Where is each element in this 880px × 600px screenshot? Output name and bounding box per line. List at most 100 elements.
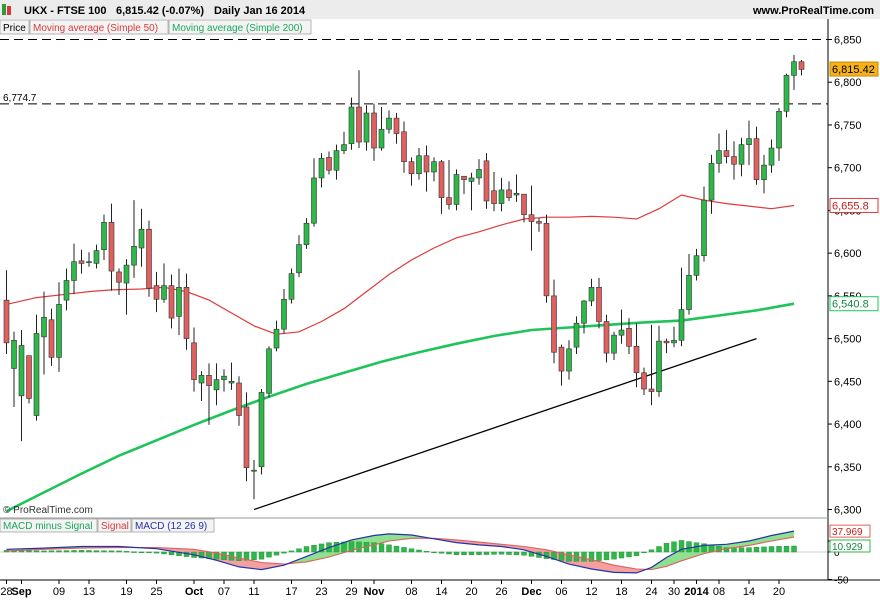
candle bbox=[221, 369, 227, 392]
candle bbox=[498, 177, 505, 212]
macd-line bbox=[6, 530, 795, 574]
chart-axes: 6,3006,3506,4006,4506,5006,5506,6006,650… bbox=[0, 19, 880, 598]
x-tick-label: 08 bbox=[405, 586, 417, 598]
histogram-bar bbox=[753, 547, 760, 553]
x-tick-label: 20 bbox=[465, 586, 477, 598]
candle-body bbox=[116, 271, 122, 283]
macd-fill bbox=[254, 561, 262, 570]
histogram-bar bbox=[761, 546, 767, 553]
candle-body bbox=[528, 214, 535, 222]
candle bbox=[461, 175, 467, 195]
candle bbox=[618, 309, 625, 344]
candle-body bbox=[731, 156, 737, 165]
candle-body bbox=[746, 138, 752, 145]
macd-fill bbox=[591, 559, 599, 571]
macd-fill bbox=[606, 563, 614, 573]
candle bbox=[273, 320, 280, 352]
candle-body bbox=[611, 334, 617, 354]
header-ticker: UKX - FTSE 100 bbox=[24, 5, 107, 17]
candle-body bbox=[378, 128, 385, 149]
candle bbox=[656, 325, 662, 397]
candle-body bbox=[641, 372, 647, 390]
candle bbox=[453, 169, 460, 211]
candle-body bbox=[558, 346, 565, 372]
candle-body bbox=[738, 144, 745, 165]
histogram-bar bbox=[483, 551, 490, 555]
candle-body bbox=[678, 309, 685, 341]
histogram-bar bbox=[348, 541, 355, 553]
candle bbox=[56, 282, 62, 372]
histogram-bar bbox=[288, 550, 295, 553]
histogram-bar bbox=[566, 551, 572, 562]
candle bbox=[213, 363, 220, 406]
candle bbox=[686, 253, 692, 315]
candle bbox=[626, 318, 632, 354]
macd-fill bbox=[396, 534, 404, 541]
histogram-bar bbox=[86, 550, 92, 553]
histogram-bar bbox=[251, 551, 257, 560]
candle-body bbox=[236, 382, 242, 416]
candle-body bbox=[183, 287, 190, 339]
candle bbox=[48, 308, 55, 366]
candle bbox=[251, 459, 257, 500]
header-price: 6,815.42 (-0.07%) bbox=[116, 5, 204, 17]
candle bbox=[33, 314, 40, 421]
candle bbox=[596, 277, 602, 329]
candle bbox=[341, 131, 347, 155]
histogram-bar bbox=[116, 550, 122, 553]
candle bbox=[71, 243, 77, 295]
candle bbox=[731, 141, 737, 180]
histogram-bar bbox=[476, 551, 482, 555]
header-site[interactable]: www.ProRealTime.com bbox=[752, 5, 874, 17]
candle-body bbox=[723, 150, 730, 157]
histogram-bar bbox=[521, 551, 527, 556]
histogram-bar bbox=[371, 542, 377, 553]
candle-body bbox=[311, 177, 317, 224]
x-tick-label: 19 bbox=[120, 586, 132, 598]
candle-body bbox=[581, 300, 587, 324]
candle-body bbox=[11, 339, 17, 369]
candle bbox=[18, 330, 25, 442]
candle bbox=[491, 171, 497, 212]
reference-line-label: 6,774.7 bbox=[3, 93, 37, 104]
y-tick-label: 6,800 bbox=[834, 77, 862, 89]
histogram-bar bbox=[63, 550, 70, 553]
x-tick-label: Oct bbox=[185, 586, 204, 598]
price-panel: 6,774.7 bbox=[0, 39, 828, 513]
candle-body bbox=[633, 345, 640, 374]
candle bbox=[483, 153, 490, 209]
candle bbox=[791, 54, 797, 90]
candle-body bbox=[416, 155, 422, 174]
candle-body bbox=[603, 321, 610, 354]
candle bbox=[708, 154, 715, 214]
ma200-value-label: 6,540.8 bbox=[832, 299, 869, 311]
candle bbox=[551, 279, 557, 364]
histogram-bar bbox=[438, 551, 445, 554]
candle bbox=[423, 145, 430, 192]
histogram-bar bbox=[41, 550, 47, 553]
candle bbox=[228, 362, 235, 390]
y-tick-label: 6,450 bbox=[834, 376, 862, 388]
candle-body bbox=[288, 273, 295, 300]
candle bbox=[558, 344, 565, 386]
candle bbox=[573, 316, 580, 354]
candle bbox=[468, 172, 475, 211]
candle-body bbox=[761, 164, 767, 180]
histogram-bar bbox=[243, 551, 250, 561]
x-tick-label: 18 bbox=[615, 586, 627, 598]
candle bbox=[86, 252, 92, 267]
last-price-label: 6,815.42 bbox=[832, 64, 875, 76]
histogram-bar bbox=[71, 550, 77, 553]
histogram-bar bbox=[48, 550, 55, 553]
histogram-bar bbox=[596, 551, 602, 561]
candle bbox=[723, 130, 730, 164]
candle bbox=[611, 331, 617, 360]
candle bbox=[446, 159, 452, 210]
candle-body bbox=[251, 469, 257, 472]
histogram-bar bbox=[618, 551, 625, 559]
histogram-bar bbox=[686, 541, 692, 553]
candle-body bbox=[408, 161, 415, 174]
candle bbox=[168, 274, 175, 329]
macd-value-box bbox=[829, 539, 871, 553]
candle-body bbox=[281, 298, 287, 330]
